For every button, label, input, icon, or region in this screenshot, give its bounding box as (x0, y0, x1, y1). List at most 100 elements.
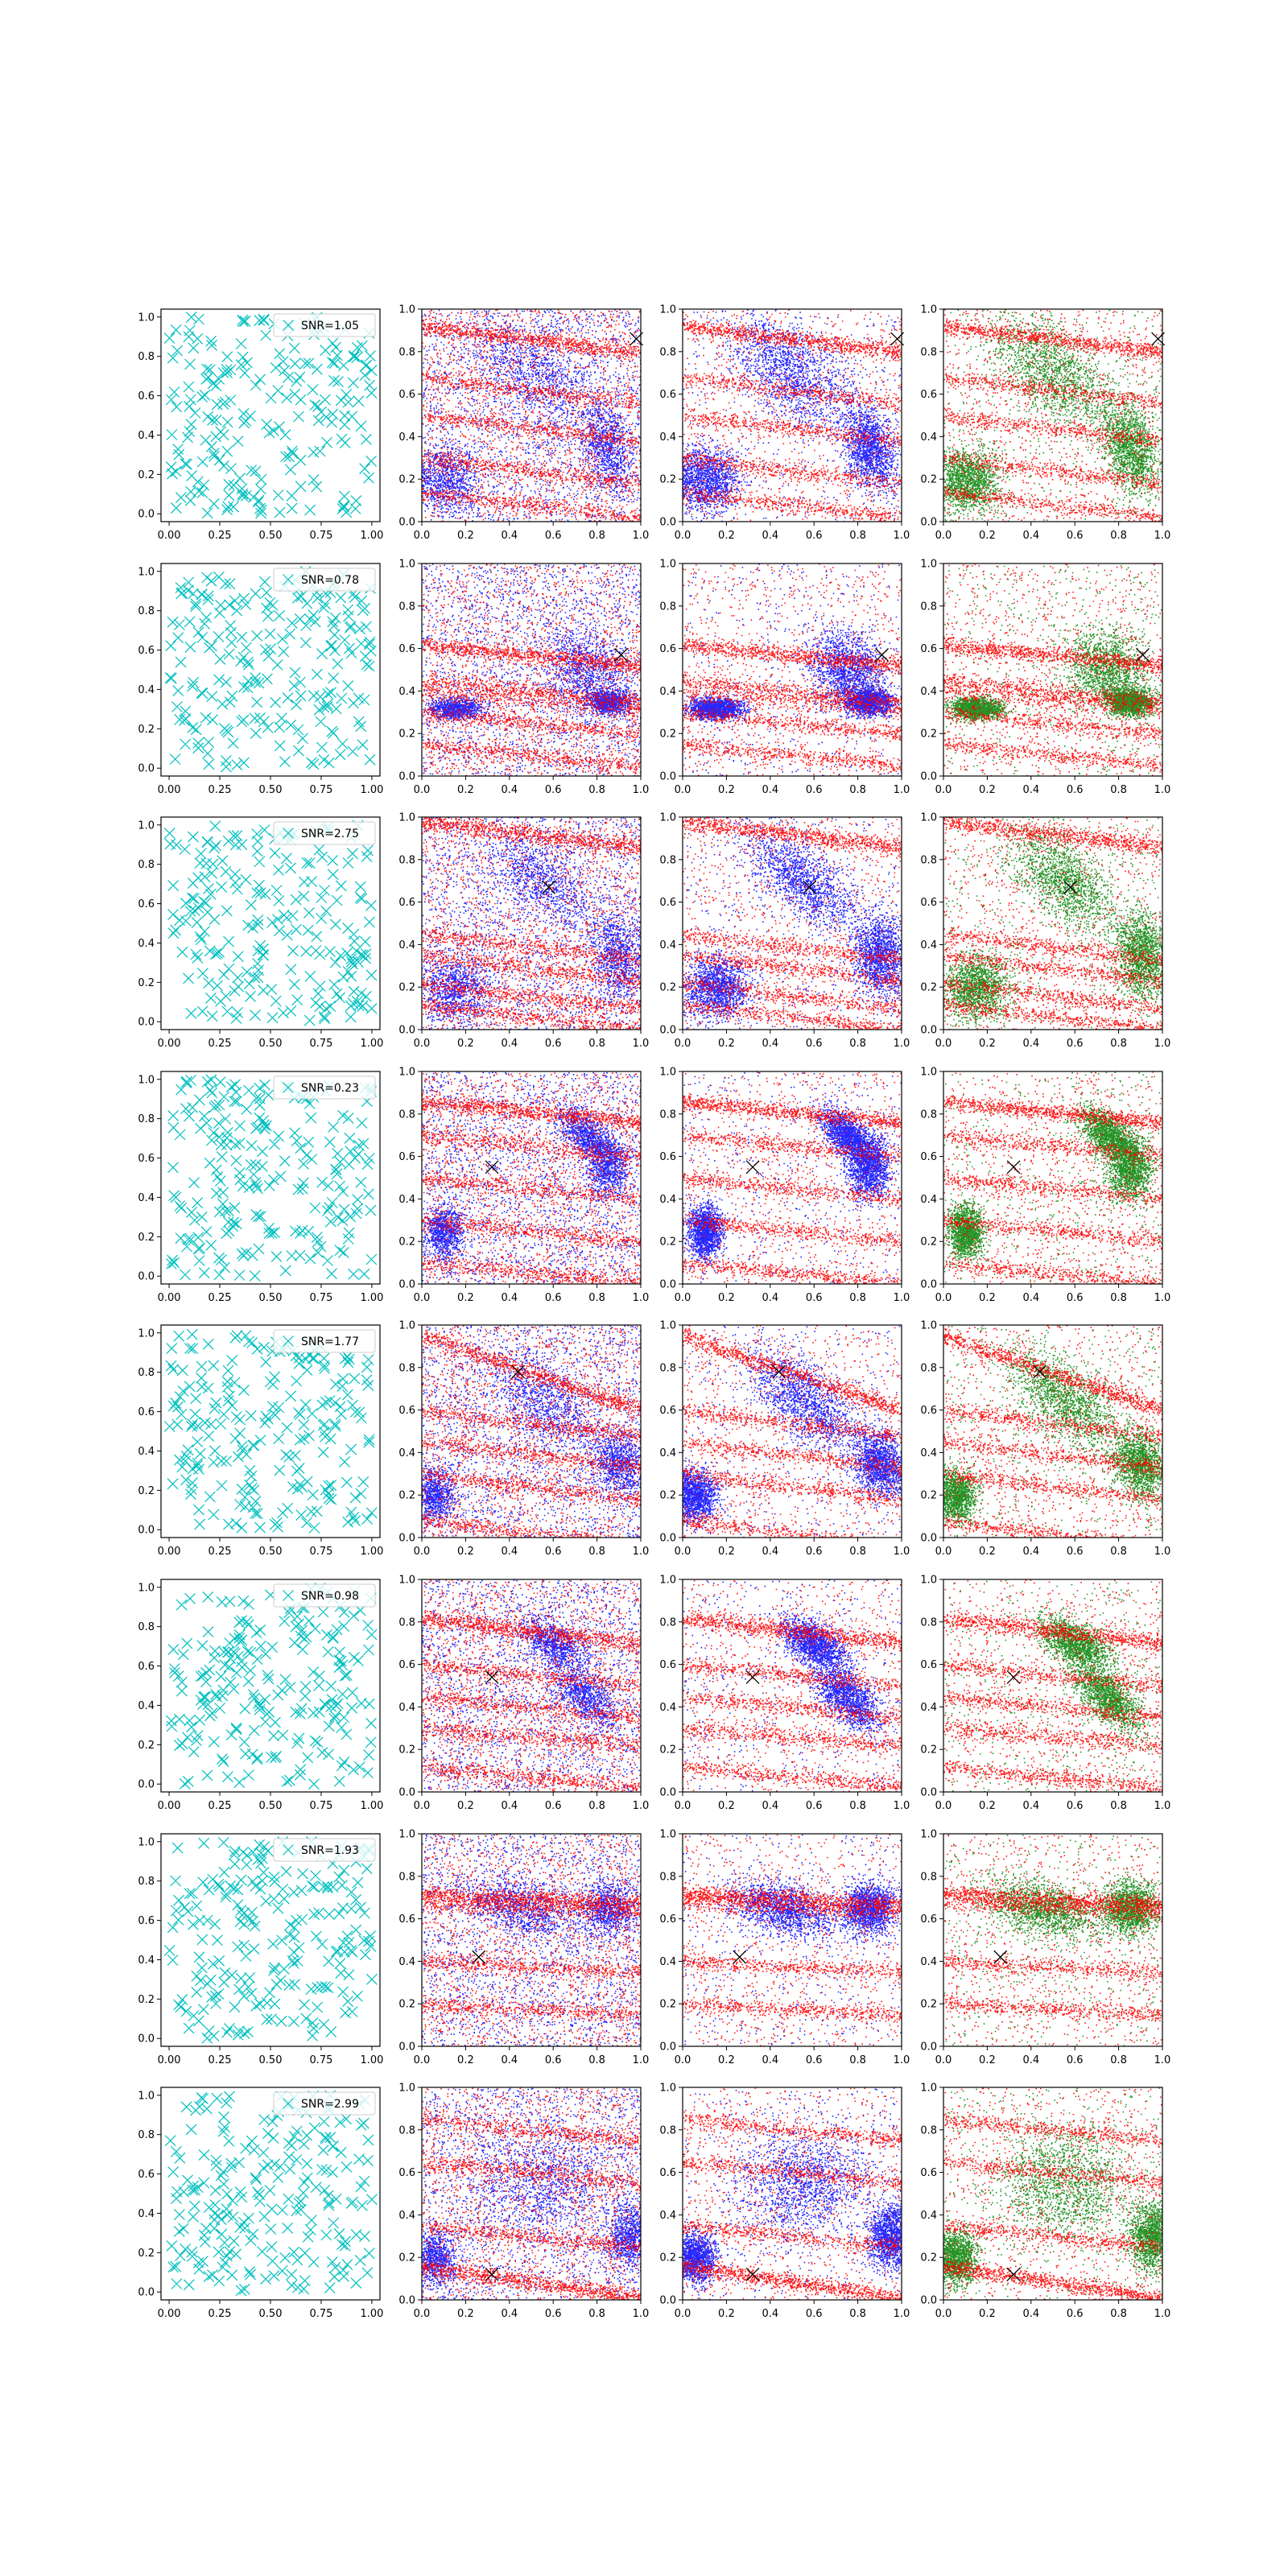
panel-r1-c1: 0.00 0.25 0.50 0.75 1.000.00.20.40.60.81.0SN… (138, 309, 383, 542)
y-tick-label: 1.0 (398, 1829, 415, 1841)
x-tick-label: 0.4 (1022, 784, 1039, 796)
x-tick-label: 0.25 (208, 2308, 232, 2320)
background-points (422, 1834, 642, 2047)
y-tick-label: 0.0 (920, 517, 937, 529)
y-tick-label: 0.2 (398, 2252, 415, 2264)
y-tick-label: 0.4 (659, 2210, 676, 2222)
x-tick-label: 0.00 (158, 1292, 181, 1304)
y-tick-label: 0.4 (398, 1194, 415, 1206)
y-tick-label: 0.6 (398, 1405, 415, 1417)
panel-r6-c2: 0.0 0.2 0.4 0.6 0.8 1.00.00.20.40.60.81.0 (398, 1575, 649, 1813)
x-tick-label: 1.00 (360, 2308, 383, 2320)
x-tick-label: 0.50 (259, 2054, 283, 2066)
y-tick-label: 0.6 (138, 1153, 155, 1165)
y-tick-label: 0.0 (138, 1525, 155, 1537)
x-tick-label: 0.2 (979, 1800, 996, 1812)
y-tick-label: 1.0 (138, 1074, 155, 1086)
y-tick-label: 0.6 (920, 1913, 937, 1926)
points-layer (165, 2091, 377, 2296)
candidate-markers (165, 566, 376, 772)
y-tick-label: 0.4 (659, 686, 676, 698)
y-tick-label: 0.0 (398, 2041, 415, 2054)
background-points (943, 1579, 1164, 1795)
points-layer (164, 1329, 377, 1533)
x-tick-label: 0.8 (1110, 1800, 1127, 1812)
true-location-marker (746, 1670, 759, 1683)
y-tick-label: 0.8 (659, 601, 676, 613)
x-tick-label: 0.4 (1022, 2054, 1039, 2066)
points-layer (923, 2087, 1186, 2305)
x-tick-label: 0.6 (806, 2308, 823, 2320)
panel-r7-c4: 0.0 0.2 0.4 0.6 0.8 1.00.00.20.40.60.81.0 (920, 1829, 1170, 2067)
x-tick-label: 0.2 (718, 2054, 735, 2066)
x-tick-label: 0.2 (457, 1800, 474, 1812)
x-tick-label: 1.0 (894, 1800, 910, 1812)
x-tick-label: 0.4 (1022, 1292, 1039, 1304)
x-tick-label: 0.2 (979, 784, 996, 796)
y-tick-label: 0.6 (398, 2167, 415, 2179)
x-tick-label: 0.00 (158, 530, 181, 542)
x-tick-label: 1.00 (360, 1038, 383, 1050)
y-tick-label: 0.0 (920, 1279, 937, 1291)
x-tick-label: 0.50 (259, 2308, 283, 2320)
y-tick-label: 0.8 (920, 601, 937, 613)
y-tick-label: 0.4 (659, 1194, 676, 1206)
x-tick-label: 0.4 (501, 530, 518, 542)
x-tick-label: 0.0 (675, 1292, 691, 1304)
y-tick-label: 0.0 (659, 2041, 676, 2054)
candidate-markers (164, 820, 377, 1026)
panel-r4-c4: 0.0 0.2 0.4 0.6 0.8 1.00.00.20.40.60.81.0 (920, 1067, 1170, 1305)
axes-frame (161, 1071, 380, 1284)
x-tick-label: 0.0 (414, 1292, 431, 1304)
x-tick-label: 0.50 (259, 1292, 283, 1304)
x-tick-label: 0.2 (979, 2054, 996, 2066)
y-tick-label: 0.0 (398, 1533, 415, 1545)
panel-r1-c3: 0.0 0.2 0.4 0.6 0.8 1.00.00.20.40.60.81.0 (658, 288, 910, 542)
panel-r2-c1: 0.00 0.25 0.50 0.75 1.000.00.20.40.60.81.0SN… (138, 564, 383, 796)
y-tick-label: 0.4 (138, 1955, 155, 1967)
signal-points (402, 1325, 658, 1539)
y-tick-label: 0.2 (659, 1236, 676, 1249)
y-tick-label: 0.4 (920, 939, 937, 952)
x-tick-label: 0.50 (259, 530, 283, 542)
y-tick-label: 0.4 (138, 684, 155, 696)
x-tick-label: 0.4 (762, 2054, 778, 2066)
y-tick-label: 1.0 (920, 304, 937, 316)
points-layer (166, 1075, 377, 1282)
x-tick-label: 1.0 (894, 1546, 910, 1558)
x-tick-label: 0.6 (806, 1546, 823, 1558)
x-tick-label: 0.00 (158, 1800, 181, 1812)
y-tick-label: 1.0 (398, 1320, 415, 1332)
y-tick-label: 0.6 (138, 1915, 155, 1927)
y-tick-label: 1.0 (398, 2083, 415, 2095)
x-tick-label: 0.2 (718, 530, 735, 542)
x-tick-label: 0.2 (718, 1546, 735, 1558)
y-tick-label: 0.8 (398, 1871, 415, 1883)
y-tick-label: 0.6 (920, 1659, 937, 1671)
y-tick-label: 0.4 (398, 1702, 415, 1714)
background-points (683, 1835, 902, 2048)
x-tick-label: 0.75 (309, 1800, 332, 1812)
x-tick-label: 1.00 (360, 1546, 383, 1558)
y-tick-label: 0.8 (398, 346, 415, 358)
y-tick-label: 0.8 (659, 1871, 676, 1883)
y-tick-label: 0.4 (398, 1956, 415, 1968)
legend: SNR=0.23 (274, 1076, 375, 1099)
x-tick-label: 1.0 (1154, 2308, 1171, 2320)
points-layer (166, 1583, 377, 1790)
y-tick-label: 1.0 (659, 1575, 676, 1587)
y-tick-label: 1.0 (920, 1067, 937, 1079)
x-tick-label: 0.4 (501, 1546, 518, 1558)
y-tick-label: 0.0 (138, 1779, 155, 1791)
y-tick-label: 1.0 (659, 2083, 676, 2095)
points-layer (683, 1834, 908, 2047)
x-tick-label: 0.25 (208, 784, 232, 796)
y-tick-label: 0.8 (398, 1362, 415, 1374)
x-tick-label: 0.25 (208, 530, 232, 542)
x-tick-label: 0.8 (849, 530, 866, 542)
x-tick-label: 0.8 (849, 1038, 866, 1050)
y-tick-label: 0.4 (138, 1446, 155, 1458)
x-tick-label: 0.2 (457, 784, 474, 796)
x-tick-label: 0.8 (1110, 1292, 1127, 1304)
panel-r4-c3: 0.0 0.2 0.4 0.6 0.8 1.00.00.20.40.60.81.0 (659, 1067, 910, 1305)
